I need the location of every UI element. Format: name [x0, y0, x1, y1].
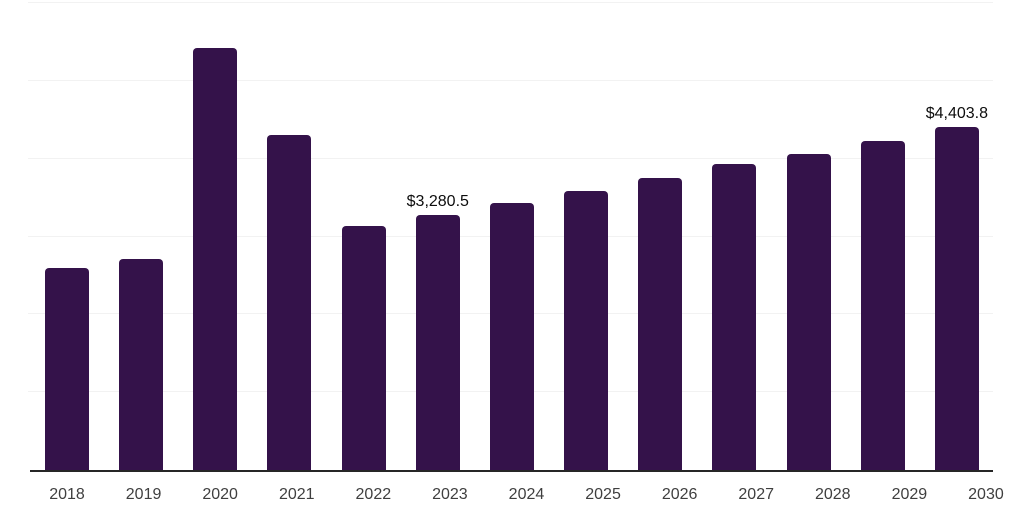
x-tick-2023: 2023	[432, 486, 468, 503]
bar-2029	[860, 140, 905, 470]
bar-2026	[638, 177, 683, 470]
x-tick-2021: 2021	[278, 486, 315, 503]
gridline-6000	[28, 2, 993, 3]
bar-value-label-2030: $4,403.8	[925, 105, 989, 123]
bar-2024	[489, 203, 534, 470]
bar-2018	[45, 268, 89, 470]
bar-2021	[267, 134, 312, 470]
x-axis-labels: 2018 2019 2020 2021 2022 2023 2024 2025 2026 2027…	[30, 486, 1022, 504]
bar-2022	[341, 226, 386, 470]
bars-row: $3,280.5 $4,403.8	[30, 3, 993, 470]
x-tick-2018: 2018	[49, 486, 85, 503]
gridline-4000	[28, 157, 993, 159]
bar-2019	[119, 259, 164, 470]
x-tick-2029: 2029	[891, 486, 928, 503]
x-tick-2026: 2026	[661, 486, 698, 503]
x-tick-2022: 2022	[355, 486, 392, 503]
bar-value-label-2023: $3,280.5	[406, 192, 469, 210]
gridline-5000	[28, 79, 993, 81]
bar-2025	[564, 190, 609, 470]
plot-area: $3,280.5 $4,403.8	[28, 2, 993, 472]
x-tick-2019: 2019	[125, 486, 162, 503]
bar-2030: $4,403.8	[926, 105, 988, 470]
x-tick-2028: 2028	[814, 486, 851, 503]
bar-2028	[786, 153, 831, 470]
x-tick-2020: 2020	[202, 486, 238, 503]
bar-2023: $3,280.5	[407, 193, 469, 470]
bar-2027	[712, 163, 757, 470]
x-tick-2024: 2024	[508, 486, 545, 503]
x-tick-2030: 2030	[968, 486, 1004, 503]
bar-2020	[193, 48, 238, 470]
x-tick-2025: 2025	[585, 486, 621, 503]
x-tick-2027: 2027	[738, 486, 774, 503]
